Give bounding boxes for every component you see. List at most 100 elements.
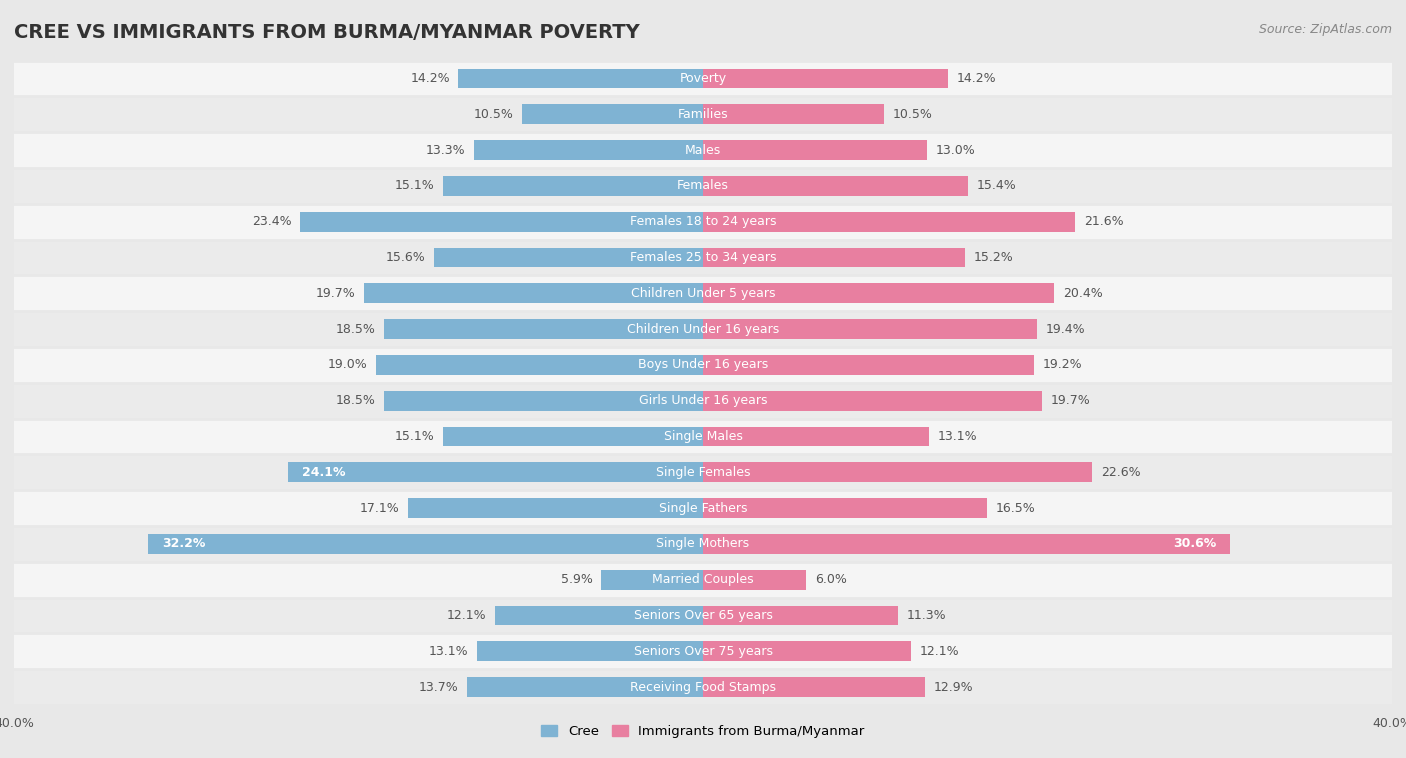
Text: 18.5%: 18.5% xyxy=(336,323,375,336)
Text: 6.0%: 6.0% xyxy=(815,573,846,586)
Text: 13.3%: 13.3% xyxy=(426,143,465,157)
Text: 21.6%: 21.6% xyxy=(1084,215,1123,228)
Text: 12.1%: 12.1% xyxy=(446,609,486,622)
Bar xyxy=(522,105,703,124)
Text: Females 18 to 24 years: Females 18 to 24 years xyxy=(630,215,776,228)
Bar xyxy=(602,570,703,590)
Bar xyxy=(14,132,1392,168)
Text: 30.6%: 30.6% xyxy=(1173,537,1216,550)
Bar xyxy=(703,606,897,625)
Text: Single Fathers: Single Fathers xyxy=(659,502,747,515)
Bar xyxy=(299,212,703,231)
Bar xyxy=(478,641,703,661)
Text: 12.9%: 12.9% xyxy=(934,681,973,694)
Bar xyxy=(703,534,1230,553)
Text: 11.3%: 11.3% xyxy=(907,609,946,622)
Bar xyxy=(14,61,1392,96)
Text: 13.1%: 13.1% xyxy=(938,430,977,443)
Text: 15.1%: 15.1% xyxy=(395,430,434,443)
Bar xyxy=(703,677,925,697)
Text: 20.4%: 20.4% xyxy=(1063,287,1102,300)
Bar xyxy=(703,641,911,661)
Bar xyxy=(703,319,1038,339)
Bar xyxy=(495,606,703,625)
Bar xyxy=(14,526,1392,562)
Text: 32.2%: 32.2% xyxy=(162,537,205,550)
Bar xyxy=(458,69,703,89)
Bar xyxy=(703,69,948,89)
Bar xyxy=(703,140,927,160)
Text: 10.5%: 10.5% xyxy=(893,108,932,121)
Text: Boys Under 16 years: Boys Under 16 years xyxy=(638,359,768,371)
Text: 19.0%: 19.0% xyxy=(328,359,367,371)
Text: 19.2%: 19.2% xyxy=(1042,359,1083,371)
Text: 15.4%: 15.4% xyxy=(977,180,1017,193)
Bar xyxy=(14,275,1392,312)
Text: 19.4%: 19.4% xyxy=(1046,323,1085,336)
Text: 23.4%: 23.4% xyxy=(252,215,291,228)
Bar xyxy=(14,562,1392,597)
Text: Single Females: Single Females xyxy=(655,465,751,479)
Text: Families: Families xyxy=(678,108,728,121)
Text: 13.7%: 13.7% xyxy=(419,681,458,694)
Bar xyxy=(703,427,928,446)
Text: Females 25 to 34 years: Females 25 to 34 years xyxy=(630,251,776,264)
Text: 13.0%: 13.0% xyxy=(935,143,976,157)
Text: 17.1%: 17.1% xyxy=(360,502,399,515)
Bar xyxy=(364,283,703,303)
Bar xyxy=(474,140,703,160)
Bar xyxy=(703,498,987,518)
Bar xyxy=(14,383,1392,418)
Bar xyxy=(14,597,1392,634)
Text: Seniors Over 65 years: Seniors Over 65 years xyxy=(634,609,772,622)
Text: CREE VS IMMIGRANTS FROM BURMA/MYANMAR POVERTY: CREE VS IMMIGRANTS FROM BURMA/MYANMAR PO… xyxy=(14,23,640,42)
Legend: Cree, Immigrants from Burma/Myanmar: Cree, Immigrants from Burma/Myanmar xyxy=(536,720,870,744)
Bar xyxy=(384,391,703,411)
Bar xyxy=(14,347,1392,383)
Text: 14.2%: 14.2% xyxy=(956,72,995,85)
Text: 19.7%: 19.7% xyxy=(1050,394,1091,407)
Bar xyxy=(14,204,1392,240)
Text: Seniors Over 75 years: Seniors Over 75 years xyxy=(634,645,772,658)
Text: 15.6%: 15.6% xyxy=(387,251,426,264)
Bar xyxy=(703,176,969,196)
Bar xyxy=(14,418,1392,454)
Bar xyxy=(14,490,1392,526)
Bar xyxy=(703,570,807,590)
Text: 15.2%: 15.2% xyxy=(973,251,1014,264)
Text: Females: Females xyxy=(678,180,728,193)
Text: Children Under 5 years: Children Under 5 years xyxy=(631,287,775,300)
Bar xyxy=(14,634,1392,669)
Bar xyxy=(443,427,703,446)
Bar xyxy=(703,391,1042,411)
Bar xyxy=(288,462,703,482)
Bar xyxy=(434,248,703,268)
Text: 10.5%: 10.5% xyxy=(474,108,513,121)
Text: 12.1%: 12.1% xyxy=(920,645,960,658)
Text: 24.1%: 24.1% xyxy=(302,465,346,479)
Bar xyxy=(14,312,1392,347)
Text: Receiving Food Stamps: Receiving Food Stamps xyxy=(630,681,776,694)
Bar xyxy=(14,168,1392,204)
Text: 13.1%: 13.1% xyxy=(429,645,468,658)
Bar xyxy=(443,176,703,196)
Bar xyxy=(14,240,1392,275)
Text: Source: ZipAtlas.com: Source: ZipAtlas.com xyxy=(1258,23,1392,36)
Text: 19.7%: 19.7% xyxy=(315,287,356,300)
Text: Single Mothers: Single Mothers xyxy=(657,537,749,550)
Bar xyxy=(703,283,1054,303)
Text: 14.2%: 14.2% xyxy=(411,72,450,85)
Text: 16.5%: 16.5% xyxy=(995,502,1036,515)
Text: 15.1%: 15.1% xyxy=(395,180,434,193)
Bar xyxy=(384,319,703,339)
Text: Girls Under 16 years: Girls Under 16 years xyxy=(638,394,768,407)
Text: 18.5%: 18.5% xyxy=(336,394,375,407)
Bar xyxy=(149,534,703,553)
Text: Single Males: Single Males xyxy=(664,430,742,443)
Text: 5.9%: 5.9% xyxy=(561,573,593,586)
Text: Children Under 16 years: Children Under 16 years xyxy=(627,323,779,336)
Text: Males: Males xyxy=(685,143,721,157)
Bar xyxy=(467,677,703,697)
Bar xyxy=(703,462,1092,482)
Bar xyxy=(703,212,1076,231)
